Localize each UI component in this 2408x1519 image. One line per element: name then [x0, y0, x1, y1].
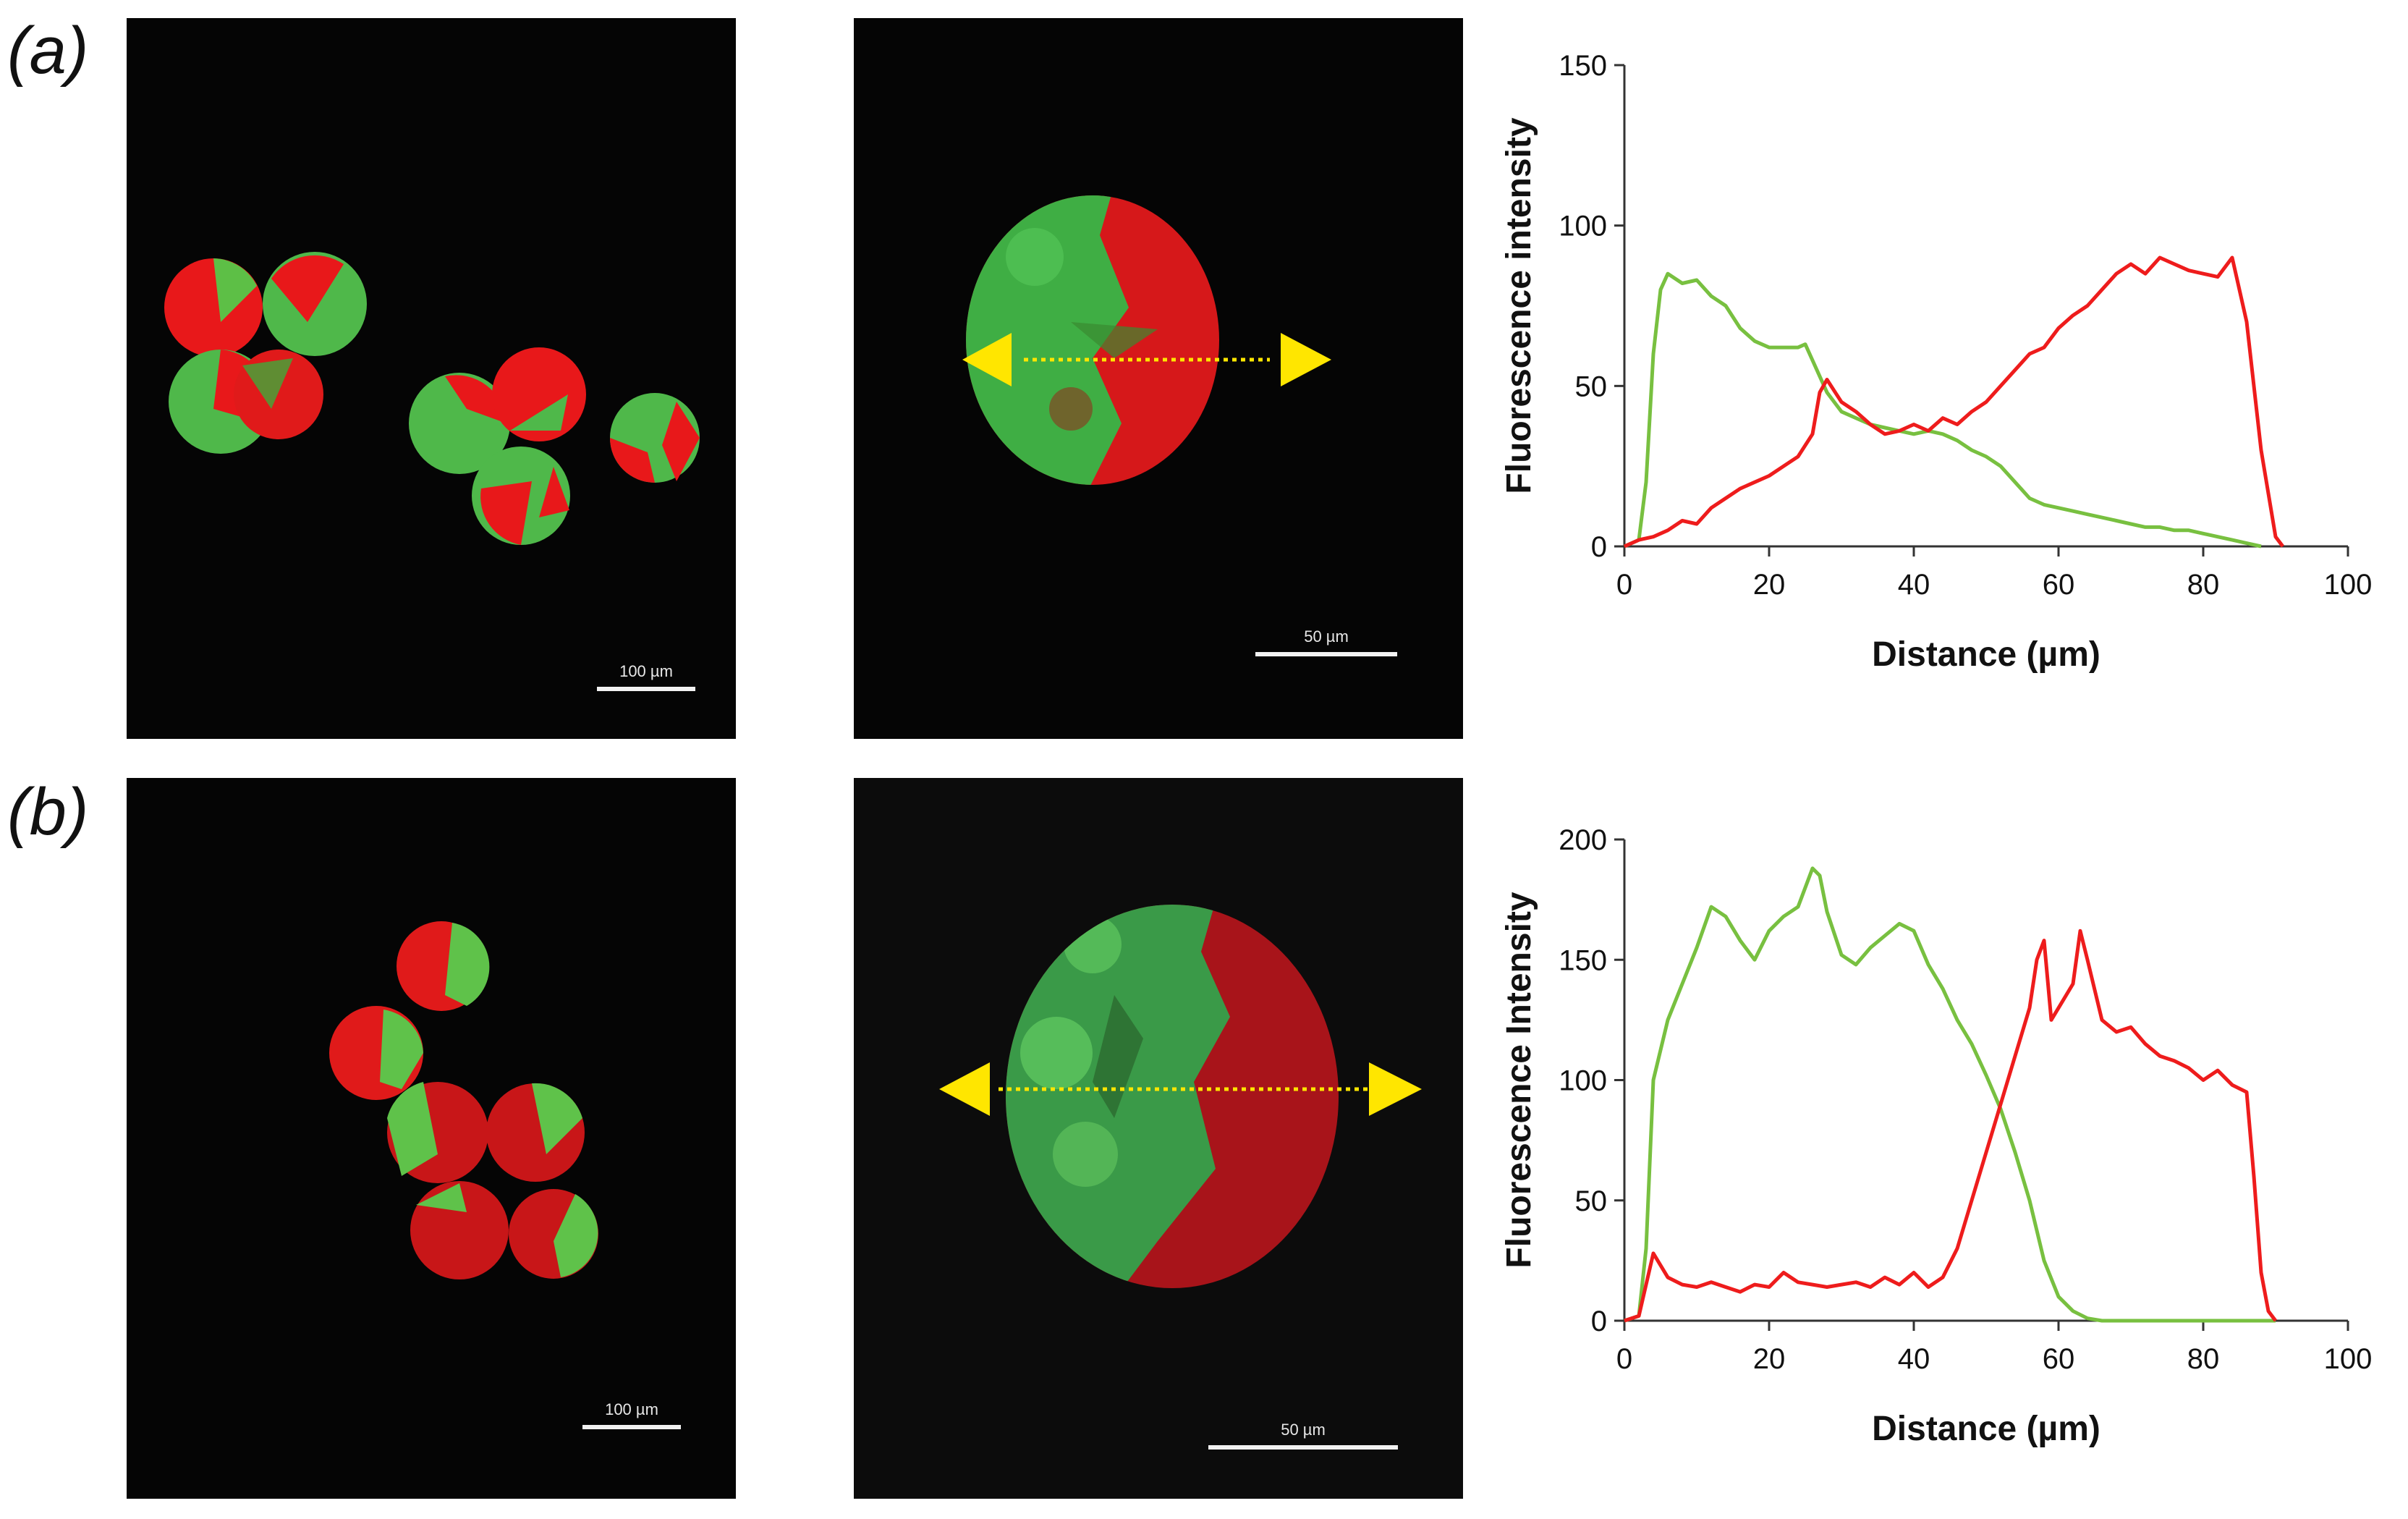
- x-tick-label: 0: [1616, 569, 1632, 601]
- micrograph-a-closeup-image: [962, 195, 1331, 485]
- micrograph-a-overview-image: [164, 252, 700, 545]
- x-axis-title: Distance (µm): [1872, 1410, 2100, 1448]
- y-tick-label: 0: [1591, 531, 1607, 563]
- scale-bar-line: [597, 687, 695, 691]
- scale-bar-label: 100 µm: [605, 1400, 658, 1418]
- x-axis-title: Distance (µm): [1872, 635, 2100, 674]
- x-tick-label: 80: [2187, 569, 2220, 601]
- x-tick-label: 80: [2187, 1343, 2220, 1375]
- y-tick-label: 50: [1575, 1185, 1608, 1217]
- scale-bar-b-overview: 100 µm: [582, 1400, 681, 1437]
- micrograph-b-overview-image: [329, 921, 598, 1279]
- x-tick-label: 40: [1898, 1343, 1930, 1375]
- y-tick-label: 0: [1591, 1306, 1607, 1337]
- x-tick-label: 100: [2324, 569, 2373, 601]
- series-line-red: [1624, 928, 2277, 1323]
- series-green: [1623, 271, 2262, 549]
- panel-label-b: (b): [7, 775, 89, 849]
- y-tick-label: 50: [1575, 371, 1608, 402]
- right-arrow-icon: [1369, 1062, 1422, 1116]
- scale-bar-line: [1208, 1445, 1398, 1450]
- x-tick-label: 20: [1753, 569, 1786, 601]
- scale-bar-line: [582, 1425, 681, 1429]
- scale-bar-a-overview: 100 µm: [597, 662, 695, 698]
- y-axis-title: Fluorescence Intensity: [1500, 892, 1538, 1268]
- intensity-chart-a: 0 50 100 150 0 20 40 60 80 100 Distance (µm) Fluore…: [1500, 50, 2373, 674]
- micrograph-b-closeup-image: [939, 905, 1422, 1288]
- series-red: [1623, 255, 2284, 549]
- micrograph-a-overview: 100 µm: [127, 18, 736, 739]
- y-tick-label: 200: [1559, 824, 1607, 856]
- micrograph-b-overview: 100 µm: [127, 778, 736, 1499]
- y-tick-label: 100: [1559, 1065, 1607, 1097]
- left-arrow-icon: [939, 1062, 990, 1116]
- scale-bar-label: 50 µm: [1281, 1421, 1326, 1439]
- x-tick-label: 20: [1753, 1343, 1786, 1375]
- series-line-green: [1623, 271, 2262, 549]
- scale-bar-a-closeup: 50 µm: [1255, 627, 1397, 664]
- left-arrow-icon: [962, 333, 1012, 386]
- scale-bar-b-closeup: 50 µm: [1208, 1421, 1398, 1457]
- scale-bar-line: [1255, 652, 1397, 656]
- series-line-green: [1624, 866, 2276, 1323]
- x-tick-label: 60: [2043, 569, 2075, 601]
- y-tick-label: 100: [1559, 211, 1607, 242]
- x-tick-label: 100: [2324, 1343, 2373, 1375]
- x-tick-label: 0: [1616, 1343, 1632, 1375]
- x-tick-label: 40: [1898, 569, 1930, 601]
- micrograph-b-closeup: 50 µm: [854, 778, 1463, 1499]
- panel-label-a: (a): [7, 14, 89, 88]
- right-arrow-icon: [1281, 333, 1331, 386]
- series-green: [1624, 866, 2276, 1323]
- y-axis-title: Fluorescence intensity: [1500, 117, 1538, 494]
- x-tick-label: 60: [2043, 1343, 2075, 1375]
- scale-bar-label: 50 µm: [1304, 627, 1349, 646]
- y-tick-label: 150: [1559, 944, 1607, 976]
- micrograph-a-closeup: 50 µm: [854, 18, 1463, 739]
- series-red: [1624, 928, 2277, 1323]
- y-tick-label: 150: [1559, 50, 1607, 82]
- series-line-red: [1623, 255, 2284, 549]
- intensity-chart-b: 0 50 100 150 200 0 20 40 60 80 100 Distance (µm) Flu…: [1500, 824, 2373, 1448]
- scale-bar-label: 100 µm: [619, 662, 673, 680]
